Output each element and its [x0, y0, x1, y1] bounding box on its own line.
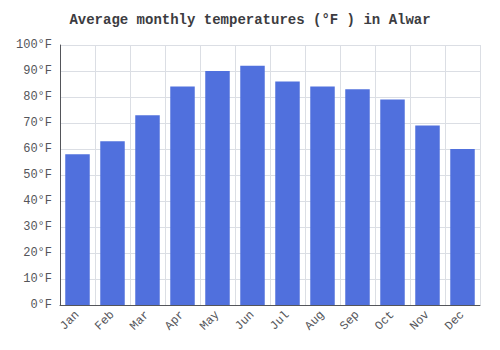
svg-text:Oct: Oct — [372, 308, 397, 333]
svg-text:10°F: 10°F — [23, 272, 52, 286]
svg-text:100°F: 100°F — [16, 38, 52, 52]
svg-text:0°F: 0°F — [30, 298, 52, 312]
svg-text:30°F: 30°F — [23, 220, 52, 234]
svg-text:Jan: Jan — [57, 308, 82, 333]
svg-text:Apr: Apr — [162, 308, 187, 333]
svg-text:70°F: 70°F — [23, 116, 52, 130]
svg-text:Jun: Jun — [232, 308, 257, 333]
svg-text:50°F: 50°F — [23, 168, 52, 182]
svg-text:Aug: Aug — [302, 308, 327, 333]
svg-text:Jul: Jul — [267, 308, 292, 333]
svg-text:Nov: Nov — [407, 308, 432, 333]
svg-text:90°F: 90°F — [23, 64, 52, 78]
svg-text:20°F: 20°F — [23, 246, 52, 260]
svg-text:80°F: 80°F — [23, 90, 52, 104]
svg-text:May: May — [197, 308, 222, 333]
svg-text:Mar: Mar — [127, 308, 152, 333]
svg-text:Feb: Feb — [92, 308, 117, 333]
svg-text:60°F: 60°F — [23, 142, 52, 156]
svg-text:Sep: Sep — [337, 308, 362, 333]
svg-text:40°F: 40°F — [23, 194, 52, 208]
svg-text:Average monthly temperatures (: Average monthly temperatures (°F ) in Al… — [69, 12, 430, 28]
svg-text:Dec: Dec — [442, 308, 467, 333]
